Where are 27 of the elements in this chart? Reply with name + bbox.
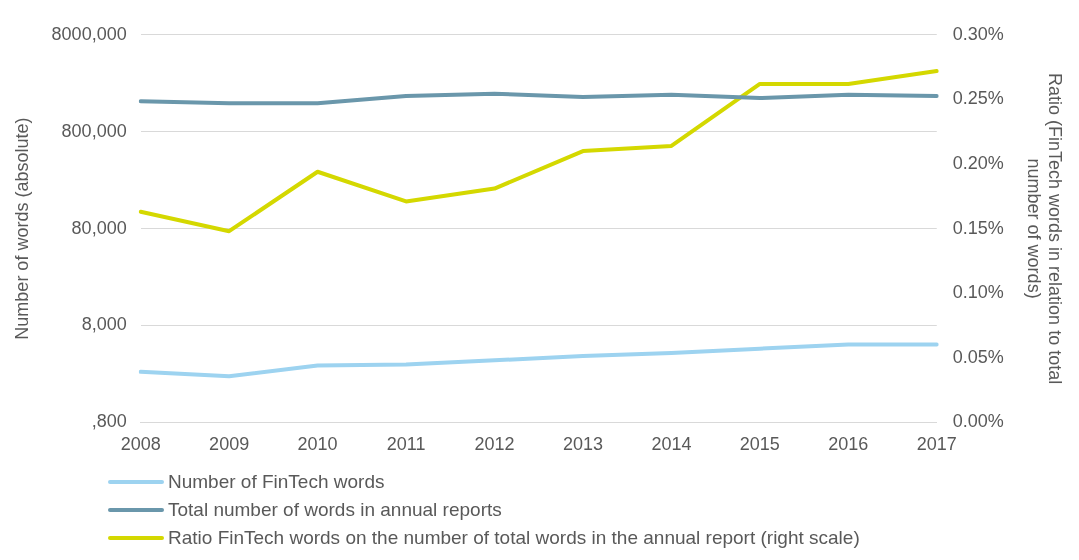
y2-tick-label: 0.10% bbox=[952, 282, 1004, 303]
y-tick-label: 8000,000 bbox=[51, 23, 127, 44]
x-tick-label: 2010 bbox=[297, 434, 338, 455]
y-tick-label: 8,000 bbox=[81, 314, 127, 335]
x-tick-label: 2016 bbox=[828, 434, 869, 455]
legend-label: Total number of words in annual reports bbox=[168, 499, 502, 521]
y-tick-label: ,800 bbox=[91, 411, 127, 432]
y2-tick-label: 0.30% bbox=[952, 23, 1004, 44]
y2-tick-label: 0.25% bbox=[952, 88, 1004, 109]
y-tick-label: 800,000 bbox=[61, 120, 127, 141]
x-tick-label: 2009 bbox=[209, 434, 250, 455]
y-axis-title: Number of words (absolute) bbox=[11, 117, 32, 340]
x-tick-label: 2011 bbox=[386, 434, 426, 455]
y2-tick-label: 0.15% bbox=[952, 217, 1004, 238]
x-tick-label: 2015 bbox=[739, 434, 780, 455]
y2-tick-label: 0.20% bbox=[952, 152, 1004, 173]
y2-axis-title: Ratio (FinTech words in relation to total number of words) bbox=[1023, 73, 1066, 385]
y2-tick-label: 0.05% bbox=[952, 346, 1004, 367]
x-tick-label: 2014 bbox=[651, 434, 692, 455]
x-tick-label: 2008 bbox=[120, 434, 161, 455]
x-tick-label: 2013 bbox=[562, 434, 603, 455]
legend-label: Ratio FinTech words on the number of total words in the annual report (right scale) bbox=[168, 527, 860, 549]
y2-tick-label: 0.00% bbox=[952, 411, 1004, 432]
x-tick-label: 2017 bbox=[916, 434, 957, 455]
y-tick-label: 80,000 bbox=[71, 217, 127, 238]
legend-label: Number of FinTech words bbox=[168, 471, 385, 493]
x-tick-label: 2012 bbox=[474, 434, 515, 455]
